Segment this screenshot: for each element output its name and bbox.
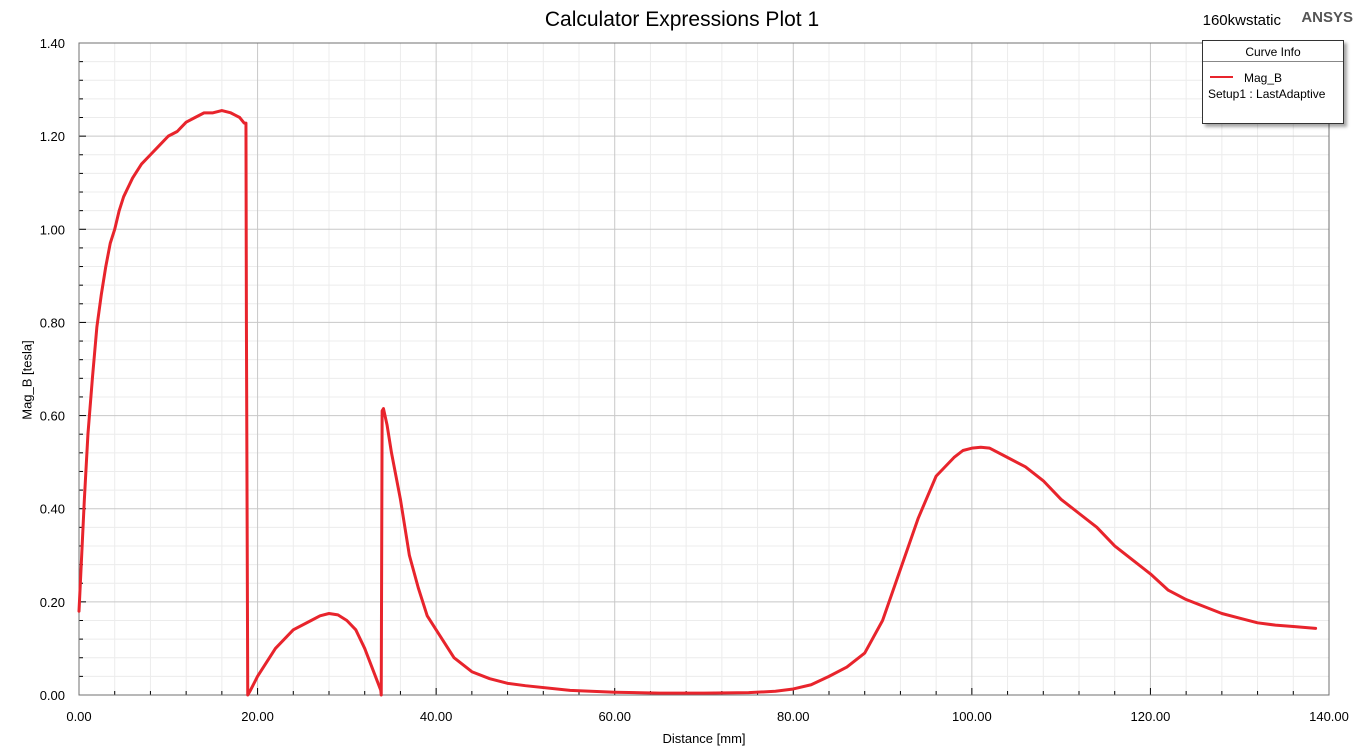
y-axis-label: Mag_B [tesla] bbox=[19, 340, 35, 420]
y-tick-label: 1.00 bbox=[40, 222, 65, 237]
y-tick-label: 0.20 bbox=[40, 595, 65, 610]
project-name: 160kwstatic bbox=[1202, 12, 1281, 29]
series-layer bbox=[77, 109, 1318, 697]
y-tick-label: 0.40 bbox=[40, 502, 65, 517]
x-tick-label: 120.00 bbox=[1131, 709, 1171, 724]
legend-title: Curve Info bbox=[1203, 41, 1343, 62]
chart-title: Calculator Expressions Plot 1 bbox=[544, 8, 820, 31]
y-tick-label: 0.60 bbox=[40, 409, 65, 424]
x-tick-label: 40.00 bbox=[420, 709, 453, 724]
legend-setup-label: Setup1 : LastAdaptive bbox=[1208, 87, 1326, 101]
x-tick-label: 140.00 bbox=[1309, 709, 1349, 724]
legend-box[interactable]: Curve Info Mag_B Setup1 : LastAdaptive bbox=[1202, 40, 1344, 124]
x-tick-label: 100.00 bbox=[952, 709, 992, 724]
y-tick-label: 1.40 bbox=[40, 36, 65, 51]
brand-logo: ANSYS bbox=[1301, 9, 1353, 26]
x-tick-label: 0.00 bbox=[66, 709, 91, 724]
x-tick-label: 20.00 bbox=[241, 709, 274, 724]
x-axis-label: Distance [mm] bbox=[662, 731, 746, 746]
y-tick-label: 0.00 bbox=[40, 688, 65, 703]
x-tick-label: 80.00 bbox=[777, 709, 810, 724]
x-tick-label: 60.00 bbox=[598, 709, 631, 724]
axis-ticks bbox=[78, 42, 1330, 696]
y-tick-label: 0.80 bbox=[40, 315, 65, 330]
minor-grid bbox=[79, 43, 1329, 695]
series-line-mag_b bbox=[77, 109, 1318, 697]
plot-frame bbox=[78, 42, 1330, 696]
major-grid bbox=[78, 42, 1330, 696]
x-tick-labels: 0.00 20.00 40.00 60.00 80.00 100.00 120.00 140.… bbox=[66, 709, 1349, 724]
y-tick-label: 1.20 bbox=[40, 129, 65, 144]
y-tick-labels: 0.00 0.20 0.40 0.60 0.80 1.00 1.20 1.40 bbox=[40, 36, 65, 703]
legend-entry[interactable]: Mag_B bbox=[1203, 69, 1343, 87]
legend-swatch bbox=[1210, 76, 1233, 78]
legend-series-name: Mag_B bbox=[1244, 71, 1283, 85]
